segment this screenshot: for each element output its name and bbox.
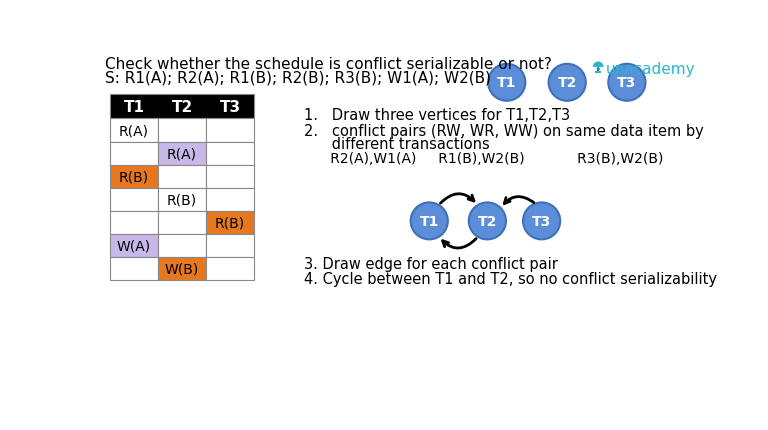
Bar (110, 142, 158, 165)
Bar (110, 188, 158, 212)
Text: T2: T2 (558, 76, 577, 90)
Bar (158, 165, 206, 188)
Text: S: R1(A); R2(A); R1(B); R2(B); R3(B); W1(A); W2(B): S: R1(A); R2(A); R1(B); R2(B); R3(B); W1… (105, 70, 492, 85)
Text: T1: T1 (124, 99, 144, 114)
Bar (158, 258, 206, 280)
Bar (595, 72, 601, 74)
Text: T1: T1 (497, 76, 516, 90)
Text: R(B): R(B) (167, 193, 197, 207)
Bar (206, 234, 254, 258)
Bar (110, 212, 158, 234)
Circle shape (523, 203, 560, 240)
Text: different transactions: different transactions (303, 137, 489, 152)
Circle shape (597, 68, 600, 71)
Bar (110, 119, 158, 142)
Text: T1: T1 (419, 215, 439, 228)
Circle shape (411, 203, 448, 240)
Circle shape (468, 203, 506, 240)
Text: R(B): R(B) (119, 170, 149, 184)
Bar (206, 142, 254, 165)
Text: Check whether the schedule is conflict serializable or not?: Check whether the schedule is conflict s… (105, 56, 552, 71)
Bar (206, 212, 254, 234)
Text: T2: T2 (478, 215, 497, 228)
Text: T3: T3 (532, 215, 551, 228)
Bar (110, 165, 158, 188)
Bar (158, 234, 206, 258)
Bar (597, 68, 599, 72)
Text: T2: T2 (171, 99, 193, 114)
Bar (158, 212, 206, 234)
Bar (206, 119, 254, 142)
Bar (110, 258, 158, 280)
Bar (206, 188, 254, 212)
Text: R(A): R(A) (119, 124, 149, 138)
Text: 3. Draw edge for each conflict pair: 3. Draw edge for each conflict pair (303, 256, 558, 271)
Text: 1.   Draw three vertices for T1,T2,T3: 1. Draw three vertices for T1,T2,T3 (303, 108, 570, 123)
Wedge shape (593, 62, 604, 68)
Bar (206, 165, 254, 188)
Bar (158, 142, 206, 165)
Text: R(B): R(B) (215, 216, 245, 230)
Bar (110, 95, 254, 119)
Text: unacademy: unacademy (606, 62, 696, 77)
Text: W(B): W(B) (165, 262, 199, 276)
Text: W(A): W(A) (117, 239, 151, 253)
Circle shape (488, 64, 525, 101)
Text: R(A): R(A) (167, 147, 197, 161)
Text: 2.   conflict pairs (RW, WR, WW) on same data item by: 2. conflict pairs (RW, WR, WW) on same d… (303, 124, 703, 139)
Bar (110, 234, 158, 258)
Text: R2(A),W1(A)     R1(B),W2(B)            R3(B),W2(B): R2(A),W1(A) R1(B),W2(B) R3(B),W2(B) (303, 151, 663, 166)
Text: T3: T3 (220, 99, 240, 114)
Text: 4. Cycle between T1 and T2, so no conflict serializability: 4. Cycle between T1 and T2, so no confli… (303, 271, 717, 286)
Bar (158, 188, 206, 212)
Circle shape (608, 64, 645, 101)
Circle shape (548, 64, 586, 101)
Text: T3: T3 (617, 76, 637, 90)
Bar (206, 258, 254, 280)
Bar (158, 119, 206, 142)
